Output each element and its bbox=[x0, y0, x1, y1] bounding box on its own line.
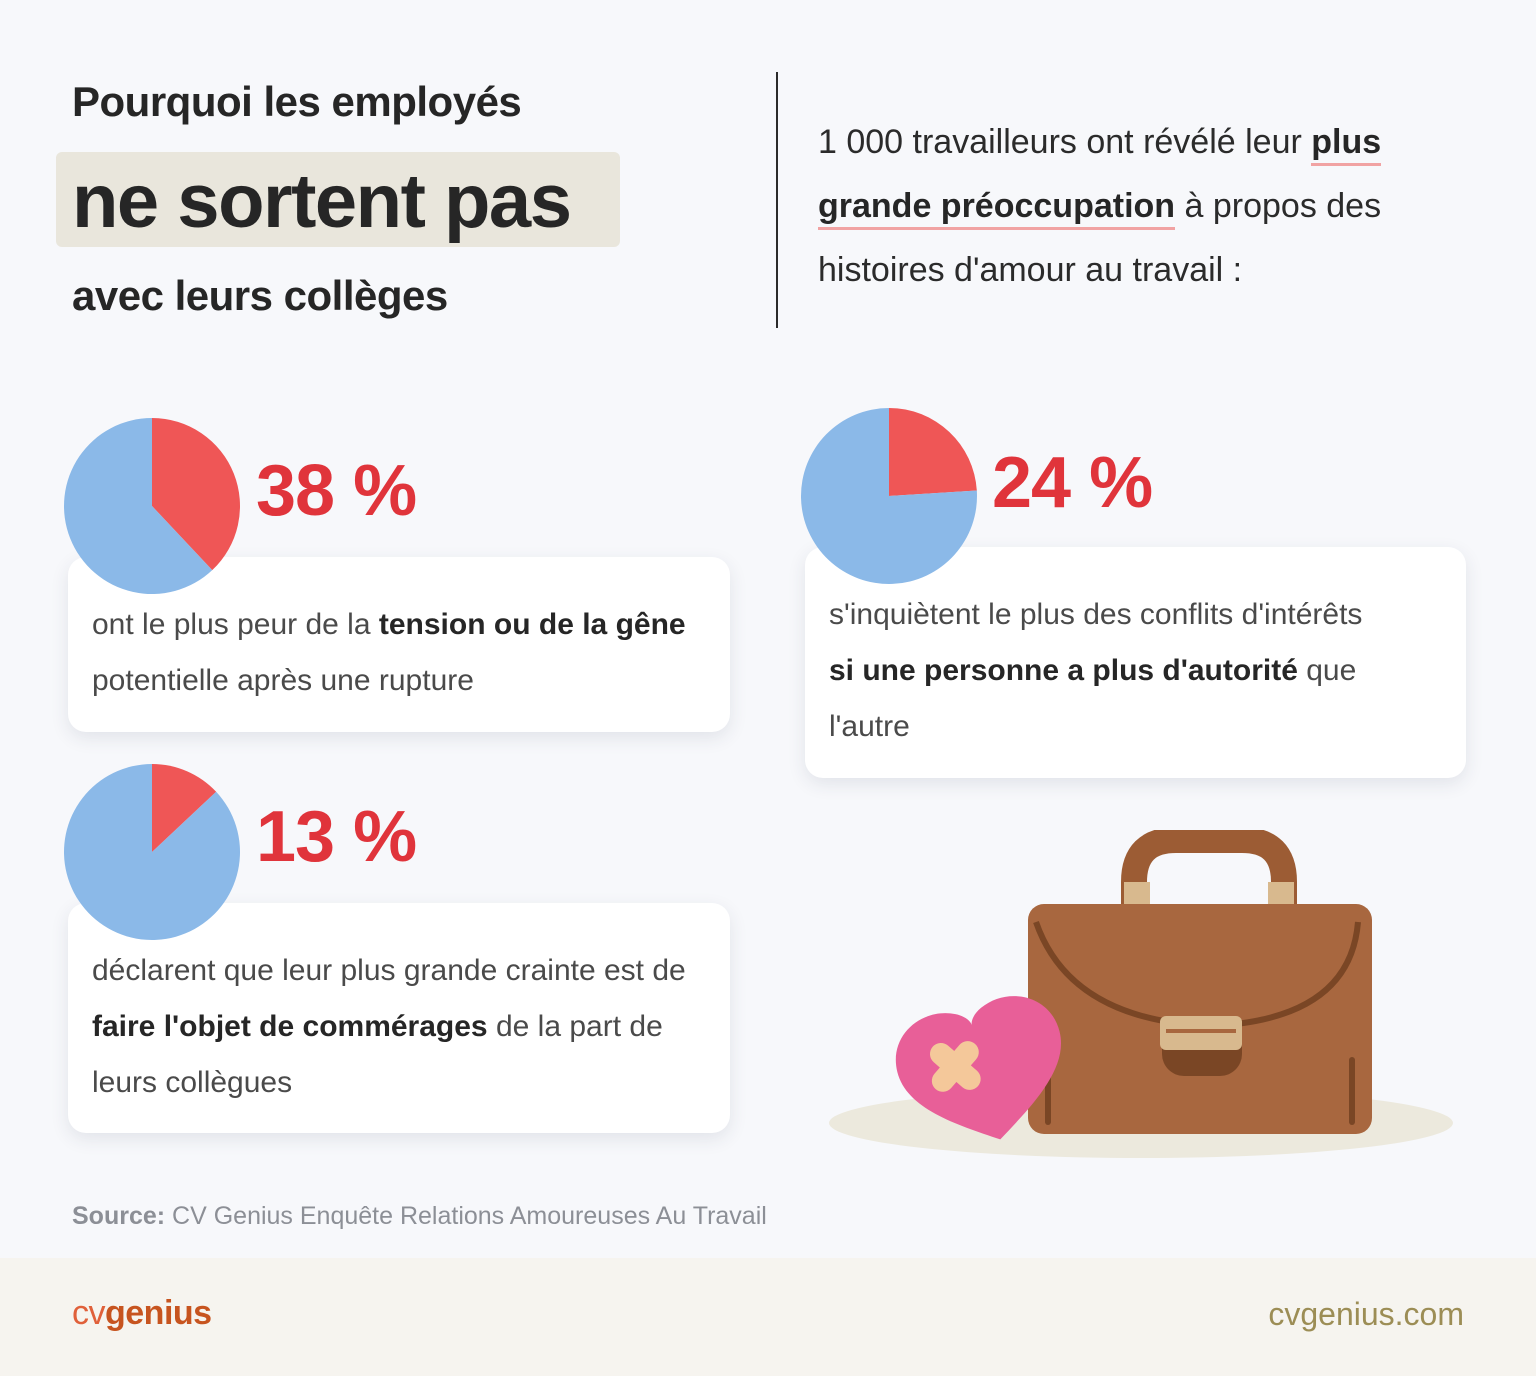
title-line-3: avec leurs collèges bbox=[72, 272, 448, 319]
pie-3-slice-1 bbox=[152, 764, 217, 852]
stat-card-2: s'inquiètent le plus des conflits d'inté… bbox=[805, 547, 1466, 778]
pie-2-slice-2 bbox=[801, 408, 977, 584]
briefcase-illustration bbox=[829, 830, 1453, 1158]
stat-card-1: ont le plus peur de la tension ou de la … bbox=[68, 557, 730, 732]
stat-2-text-a: s'inquiètent le plus des conflits d'inté… bbox=[829, 598, 1363, 631]
logo-cv: cv bbox=[72, 1294, 106, 1332]
stat-1-text-b: potentielle après une rupture bbox=[92, 664, 474, 697]
source-label: Source: bbox=[72, 1202, 166, 1230]
source-text: CV Genius Enquête Relations Amoureuses A… bbox=[165, 1202, 767, 1230]
stat-3-text-b: de la part de leurs collègues bbox=[92, 1010, 663, 1099]
pie-1-slice-1 bbox=[152, 418, 241, 571]
pie-2-slice-1 bbox=[889, 408, 977, 496]
title-line-1: Pourquoi les employés bbox=[72, 78, 522, 125]
stat-3-text-a: déclarent que leur plus grande crainte e… bbox=[92, 954, 686, 987]
stat-card-3-text: déclarent que leur plus grande crainte e… bbox=[92, 943, 717, 1111]
pie-chart-1 bbox=[64, 418, 241, 594]
source-note: Source: CV Genius Enquête Relations Amou… bbox=[72, 1202, 767, 1231]
stat-card-3: déclarent que leur plus grande crainte e… bbox=[68, 903, 730, 1133]
footer-bar bbox=[0, 1258, 1536, 1376]
pie-chart-2 bbox=[801, 408, 977, 584]
title-line-2: ne sortent pas bbox=[72, 159, 572, 244]
pie-3-slice-2 bbox=[64, 764, 241, 940]
brand-logo[interactable]: cvgenius bbox=[72, 1294, 212, 1333]
stat-3-value: 13 % bbox=[256, 797, 417, 877]
stat-2-value: 24 % bbox=[992, 443, 1153, 523]
bandaged-heart-icon bbox=[895, 996, 1061, 1140]
stat-2-bold: si une personne a plus d'autorité bbox=[829, 654, 1298, 687]
pie-chart-3 bbox=[64, 764, 241, 940]
stat-1-value: 38 % bbox=[256, 451, 417, 531]
stat-1-bold: tension ou de la gêne bbox=[378, 608, 686, 641]
site-link[interactable]: cvgenius.com bbox=[1268, 1296, 1464, 1332]
stat-3-bold: faire l'objet de commérages bbox=[92, 1010, 488, 1043]
briefcase-icon bbox=[1028, 830, 1372, 1134]
intro-part-2: à propos des histoires d'amour au travai… bbox=[818, 187, 1382, 289]
stat-card-1-text: ont le plus peur de la tension ou de la … bbox=[92, 597, 712, 709]
stat-card-2-text: s'inquiètent le plus des conflits d'inté… bbox=[829, 587, 1389, 755]
stat-2-text-b: que l'autre bbox=[829, 654, 1357, 743]
intro-text: 1 000 travailleurs ont révélé leur plus … bbox=[818, 110, 1498, 302]
pie-1-slice-2 bbox=[64, 418, 213, 594]
header-divider bbox=[776, 72, 778, 328]
title-highlight bbox=[56, 152, 620, 247]
stat-1-text-a: ont le plus peur de la bbox=[92, 608, 379, 641]
logo-genius: genius bbox=[105, 1294, 212, 1332]
intro-part-1: 1 000 travailleurs ont révélé leur bbox=[818, 123, 1312, 161]
intro-highlight: plus grande préoccupation bbox=[818, 123, 1382, 230]
